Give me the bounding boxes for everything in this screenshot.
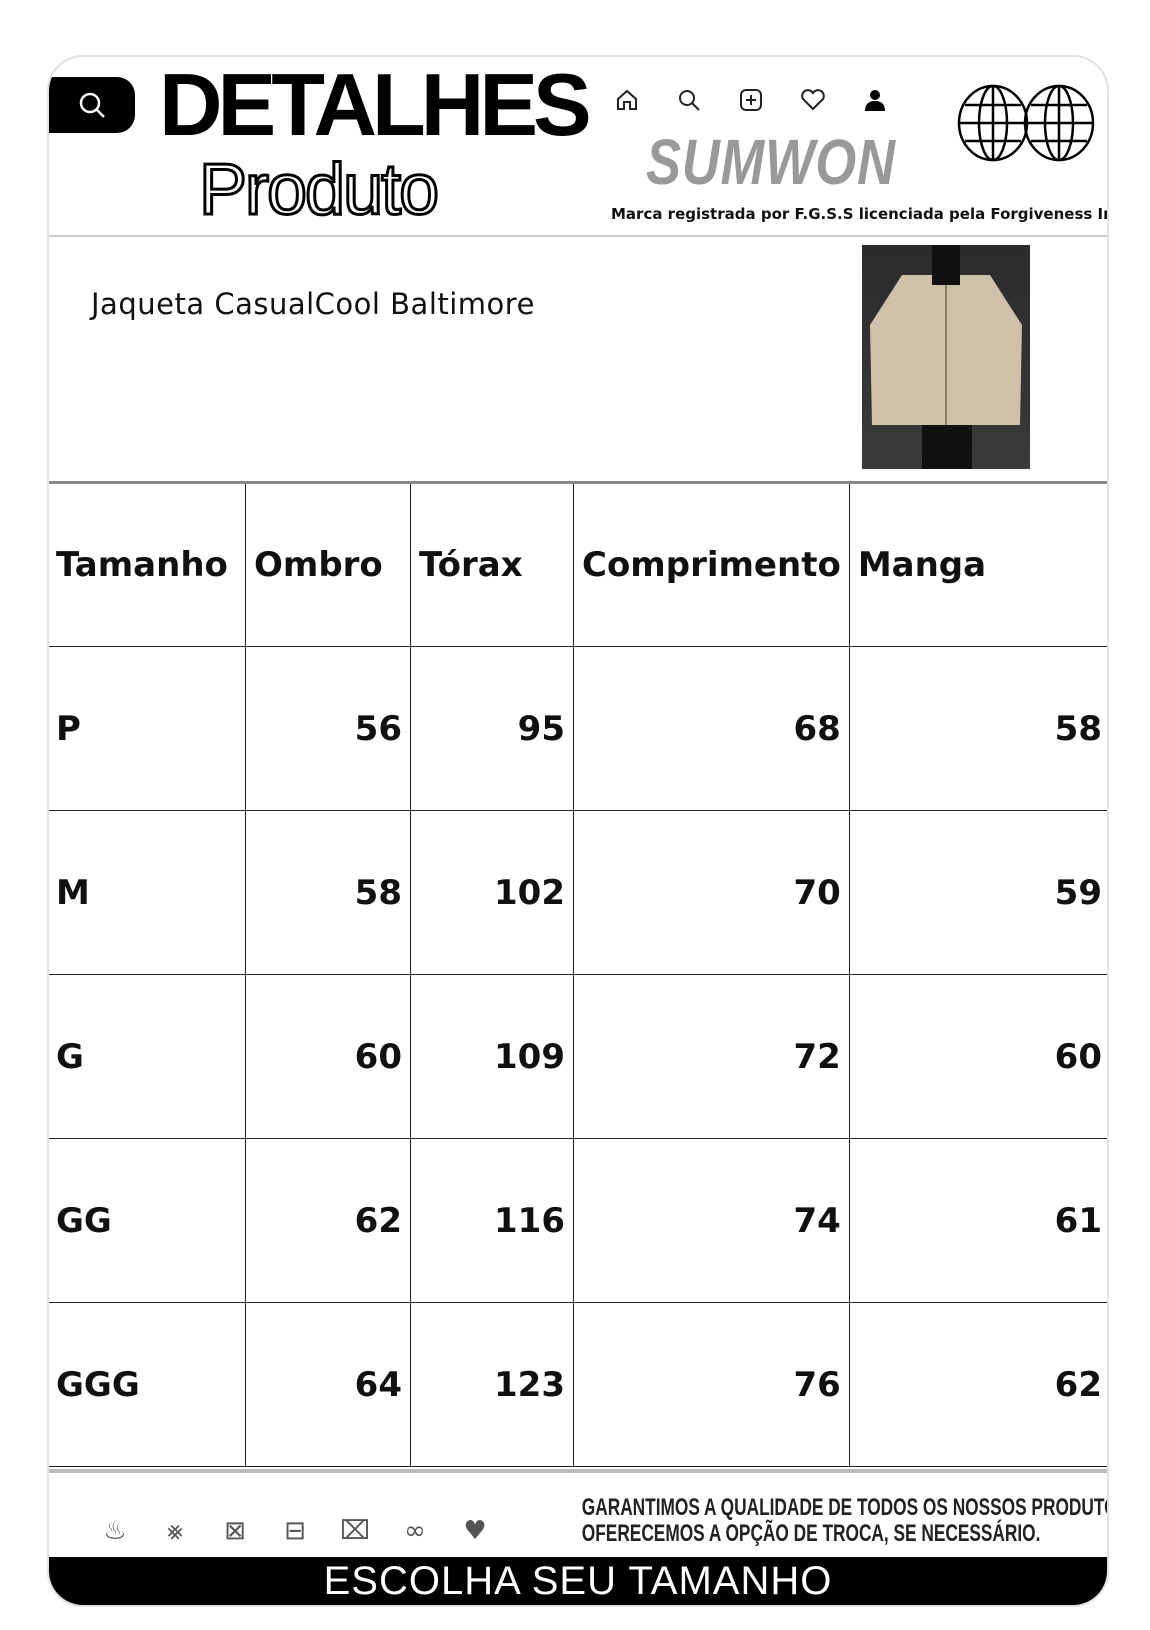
product-name: Jaqueta CasualCool Baltimore	[91, 287, 535, 321]
size-cell: GGG	[49, 1302, 246, 1467]
search-icon[interactable]	[676, 87, 702, 113]
hand-wash-icon: ♥	[463, 1516, 487, 1546]
cell: 74	[573, 1138, 850, 1303]
guarantee-text: GARANTIMOS A QUALIDADE DE TODOS OS NOSSO…	[581, 1494, 1109, 1547]
table-row: G 60 109 72 60	[49, 974, 1107, 1139]
size-cell: M	[49, 810, 246, 975]
heart-icon[interactable]	[800, 87, 826, 113]
cell: 70	[573, 810, 850, 975]
globe-logo-icon	[957, 83, 1097, 163]
product-image	[862, 245, 1030, 469]
no-iron-icon: ⌧	[340, 1516, 370, 1546]
column-header: Tamanho	[49, 482, 246, 647]
guarantee-line: GARANTIMOS A QUALIDADE DE TODOS OS NOSSO…	[581, 1494, 1109, 1521]
choose-size-banner[interactable]: ESCOLHA SEU TAMANHO	[49, 1557, 1107, 1605]
cell: 61	[848, 1138, 1107, 1303]
cell: 123	[410, 1302, 574, 1467]
cell: 72	[573, 974, 850, 1139]
tagline: Marca registrada por F.G.S.S licenciada …	[611, 205, 1109, 223]
no-bleach-icon: ⨳	[166, 1515, 184, 1546]
table-row: GG 62 116 74 61	[49, 1138, 1107, 1303]
column-header: Comprimento	[573, 482, 850, 647]
footer: ♨ ⨳ ⊠ ⊟ ⌧ ∞ ♥ GARANTIMOS A QUALIDADE DE …	[49, 1469, 1107, 1559]
product-card: DETALHES Produto SUMWON Marca registrada…	[47, 55, 1109, 1607]
cell: 58	[245, 810, 411, 975]
add-icon[interactable]	[738, 87, 764, 113]
column-header: Tórax	[410, 482, 574, 647]
cell: 58	[848, 646, 1107, 811]
cell: 68	[573, 646, 850, 811]
cell: 60	[848, 974, 1107, 1139]
cell: 64	[245, 1302, 411, 1467]
no-dry-clean-icon: ∞	[404, 1516, 426, 1546]
cell: 102	[410, 810, 574, 975]
no-tumble-dry-icon: ⊠	[224, 1516, 246, 1546]
cell: 62	[245, 1138, 411, 1303]
search-button[interactable]	[49, 77, 135, 133]
search-icon	[79, 92, 105, 118]
cell: 116	[410, 1138, 574, 1303]
column-header: Manga	[848, 482, 1107, 647]
cell: 95	[410, 646, 574, 811]
home-icon[interactable]	[614, 87, 640, 113]
size-cell: P	[49, 646, 246, 811]
column-header: Ombro	[245, 482, 411, 647]
dry-flat-icon: ⊟	[284, 1516, 306, 1546]
table-row: GGG 64 123 76 62	[49, 1302, 1107, 1467]
guarantee-line: OFERECEMOS A OPÇÃO DE TROCA, SE NECESSÁR…	[581, 1520, 1041, 1547]
wash-30-icon: ♨	[103, 1516, 127, 1546]
cell: 62	[848, 1302, 1107, 1467]
size-cell: G	[49, 974, 246, 1139]
table-row: P 56 95 68 58	[49, 646, 1107, 811]
cell: 60	[245, 974, 411, 1139]
cell: 56	[245, 646, 411, 811]
divider	[49, 235, 1107, 237]
cell: 109	[410, 974, 574, 1139]
user-icon[interactable]	[862, 87, 888, 113]
page-subtitle: Produto	[197, 150, 440, 230]
cell: 59	[848, 810, 1107, 975]
cell: 76	[573, 1302, 850, 1467]
table-header-row: Tamanho Ombro Tórax Comprimento Manga	[49, 482, 1107, 647]
brand-name: SUMWON	[646, 126, 896, 198]
size-cell: GG	[49, 1138, 246, 1303]
table-row: M 58 102 70 59	[49, 810, 1107, 975]
page-title: DETALHES	[159, 55, 592, 154]
